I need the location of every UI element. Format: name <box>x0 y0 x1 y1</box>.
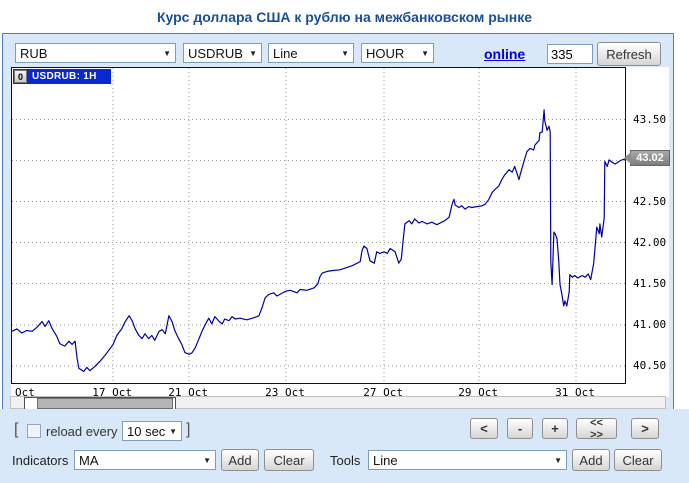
indicators-label: Indicators <box>12 453 69 468</box>
price-axis-label: 40.50 <box>633 358 667 372</box>
time-axis-label: 29 Oct <box>458 386 498 399</box>
tool-select-value: Line <box>373 452 398 468</box>
chevron-down-icon: ▼ <box>341 48 349 58</box>
chart-scrollbar-thumb[interactable] <box>37 398 173 409</box>
period-select-value: HOUR <box>366 45 405 61</box>
price-line-series <box>12 109 625 373</box>
price-axis-label: 42.00 <box>633 235 667 249</box>
symbol-select[interactable]: USDRUB ▼ <box>183 43 262 63</box>
indicator-clear-button[interactable]: Clear <box>264 449 314 471</box>
chevron-down-icon: ▼ <box>203 455 211 465</box>
nav-back-button[interactable]: < <box>470 418 498 439</box>
nav-forward-button[interactable]: > <box>631 418 659 439</box>
chart-scrollbar-track[interactable] <box>10 396 666 410</box>
price-chart-canvas[interactable] <box>12 68 625 383</box>
time-axis-label: 27 Oct <box>363 386 403 399</box>
indicator-select-value: MA <box>79 452 99 468</box>
currency-select[interactable]: RUB ▼ <box>15 43 176 63</box>
chevron-down-icon: ▼ <box>163 48 171 58</box>
zoom-out-button[interactable]: - <box>507 418 533 439</box>
symbol-select-value: USDRUB <box>188 45 243 61</box>
price-axis-label: 43.50 <box>633 112 667 126</box>
reload-label: reload every <box>46 424 118 439</box>
indicator-select[interactable]: MA ▼ <box>74 450 216 470</box>
chart-area: 0 USDRUB: 1H 40.50 41.00 41.50 42.00 42.50 43… <box>11 67 670 399</box>
page-title: Курс доллара США к рублю на межбанковско… <box>156 9 533 25</box>
main-panel: RUB ▼ USDRUB ▼ Line ▼ HOUR ▼ online Refr… <box>2 33 674 410</box>
tool-add-button[interactable]: Add <box>572 449 610 471</box>
bottom-controls: [ reload every 10 sec ▼ ] < - + << >> > … <box>0 409 689 483</box>
chart-legend-label: USDRUB: 1H <box>32 71 97 82</box>
chart-type-select-value: Line <box>273 45 298 61</box>
reload-interval-select[interactable]: 10 sec ▼ <box>122 421 182 441</box>
time-axis-label: 17 Oct <box>92 386 133 399</box>
bracket-right: ] <box>186 421 191 438</box>
zoom-in-button[interactable]: + <box>542 418 568 439</box>
bracket-left: [ <box>14 421 19 438</box>
points-count-input[interactable] <box>547 44 593 64</box>
price-axis-label: 41.50 <box>633 276 667 290</box>
chart-legend-bar: 0 USDRUB: 1H <box>13 69 111 84</box>
tool-clear-button[interactable]: Clear <box>614 449 662 471</box>
online-link[interactable]: online <box>484 46 526 62</box>
chart-type-select[interactable]: Line ▼ <box>268 43 354 63</box>
chart-plot[interactable]: 0 USDRUB: 1H <box>11 67 626 384</box>
time-axis-label: Oct <box>15 386 35 399</box>
refresh-button[interactable]: Refresh <box>597 42 661 66</box>
chevron-down-icon: ▼ <box>554 455 562 465</box>
current-price-badge: 43.02 <box>624 150 670 167</box>
chevron-down-icon: ▼ <box>249 48 257 58</box>
reload-checkbox[interactable] <box>27 424 41 438</box>
currency-select-value: RUB <box>20 45 48 61</box>
full-span-button[interactable]: << >> <box>576 417 617 441</box>
chevron-down-icon: ▼ <box>421 48 429 58</box>
time-axis-label: 31 Oct <box>555 386 595 399</box>
time-axis-label: 23 Oct <box>265 386 305 399</box>
chevron-down-icon: ▼ <box>169 426 177 436</box>
tool-select[interactable]: Line ▼ <box>368 450 567 470</box>
price-axis-label: 42.50 <box>633 194 667 208</box>
reload-interval-value: 10 sec <box>127 423 166 439</box>
legend-index-button[interactable]: 0 <box>14 70 27 83</box>
period-select[interactable]: HOUR ▼ <box>361 43 434 63</box>
price-axis-label: 41.00 <box>633 317 667 331</box>
time-axis-label: 21 Oct <box>168 386 209 399</box>
tools-label: Tools <box>330 453 361 468</box>
indicator-add-button[interactable]: Add <box>221 449 259 471</box>
